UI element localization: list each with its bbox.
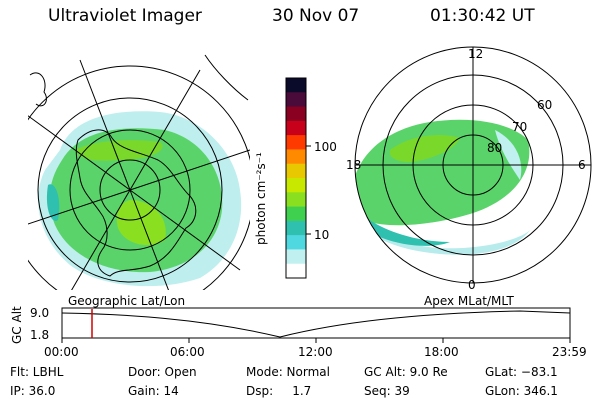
colorbar-segment <box>286 149 306 165</box>
colorbar-segment <box>286 206 306 222</box>
colorbar-segment <box>286 249 306 265</box>
time-tick-3: 18:00 <box>424 345 459 359</box>
time-tick-1: 06:00 <box>170 345 205 359</box>
colorbar-segment <box>286 120 306 136</box>
time-tick-4: 23:59 <box>552 345 587 359</box>
colorbar-segment <box>286 178 306 193</box>
mlat-label-80: 80 <box>487 141 503 155</box>
geographic-longitude-readout: GLon: 346.1 <box>485 384 558 398</box>
colorbar-segment <box>286 220 306 236</box>
dsp-readout: Dsp: 1.7 <box>246 384 312 398</box>
door-readout: Door: Open <box>128 365 197 379</box>
colorbar-tick-100: 100 <box>314 140 337 154</box>
colorbar-segment <box>286 163 306 179</box>
mlat-label-70: 70 <box>512 120 528 134</box>
mlt-label-18: 18 <box>346 158 362 172</box>
time-tick-0: 00:00 <box>44 345 79 359</box>
colorbar-segment <box>286 192 306 208</box>
colorbar-segment <box>286 92 306 108</box>
left-map-label: Geographic Lat/Lon <box>68 294 186 308</box>
colorbar-segment <box>286 235 306 250</box>
colorbar-segment <box>286 263 306 279</box>
colorbar-tick-10: 10 <box>314 228 330 242</box>
time-label: 01:30:42 UT <box>430 6 535 26</box>
sequence-readout: Seq: 39 <box>364 384 410 398</box>
filter-readout: Flt: LBHL <box>10 365 64 379</box>
right-map-label: Apex MLat/MLT <box>424 294 514 308</box>
mlt-label-12: 12 <box>468 47 484 61</box>
gain-readout: Gain: 14 <box>128 384 179 398</box>
date-label: 30 Nov 07 <box>272 6 360 26</box>
ip-readout: IP: 36.0 <box>10 384 56 398</box>
altitude-ytick-low: 1.8 <box>30 328 50 342</box>
geographic-latitude-readout: GLat: −83.1 <box>485 365 558 379</box>
colorbar-segment <box>286 135 306 150</box>
gc-altitude-readout: GC Alt: 9.0 Re <box>364 365 448 379</box>
mlt-label-6: 6 <box>578 158 586 172</box>
mlt-label-0: 0 <box>468 278 476 292</box>
altitude-curve <box>61 310 571 338</box>
color-bar <box>285 77 311 279</box>
colorbar-segment <box>286 106 306 122</box>
altitude-ytick-high: 9.0 <box>30 306 50 320</box>
mlat-label-60: 60 <box>537 98 553 112</box>
colorbar-segment <box>286 78 306 93</box>
time-tick-2: 12:00 <box>298 345 333 359</box>
mode-readout: Mode: Normal <box>246 365 330 379</box>
instrument-title: Ultraviolet Imager <box>48 6 202 26</box>
